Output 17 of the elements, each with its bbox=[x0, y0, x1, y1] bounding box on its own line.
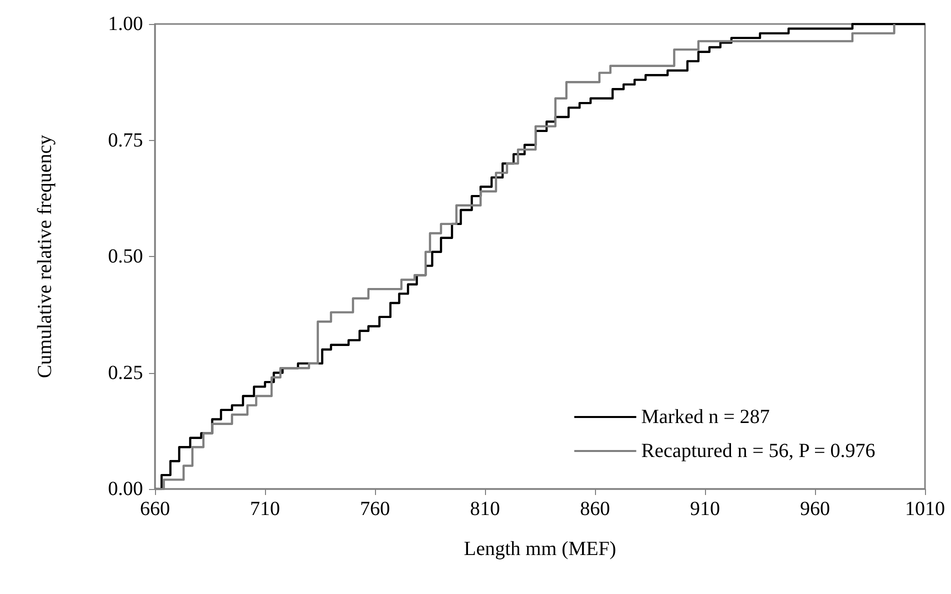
legend-label: Recaptured n = 56, P = 0.976 bbox=[641, 440, 876, 462]
y-tick-label: 0.25 bbox=[108, 362, 143, 384]
y-axis-title: Cumulative relative frequency bbox=[34, 134, 56, 378]
legend-label: Marked n = 287 bbox=[641, 406, 770, 428]
x-tick-label: 860 bbox=[580, 498, 610, 520]
x-tick-label: 760 bbox=[360, 498, 390, 520]
y-tick-label: 0.50 bbox=[108, 246, 143, 268]
x-tick-label: 910 bbox=[690, 498, 720, 520]
y-tick-label: 1.00 bbox=[108, 13, 143, 35]
x-tick-label: 960 bbox=[800, 498, 830, 520]
x-tick-label: 810 bbox=[470, 498, 500, 520]
x-tick-label: 660 bbox=[140, 498, 170, 520]
x-axis-title: Length mm (MEF) bbox=[464, 538, 616, 560]
y-tick-label: 0.75 bbox=[108, 129, 143, 152]
x-tick-label: 1010 bbox=[905, 498, 945, 520]
x-tick-label: 710 bbox=[250, 498, 280, 520]
y-tick-label: 0.00 bbox=[108, 478, 143, 500]
